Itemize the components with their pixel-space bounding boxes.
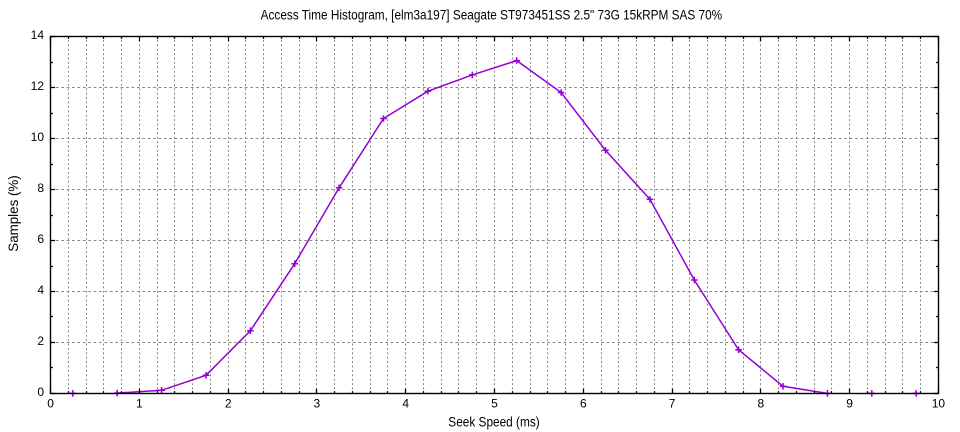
svg-text:8: 8	[757, 397, 764, 411]
svg-text:10: 10	[932, 397, 946, 411]
svg-text:8: 8	[37, 181, 44, 195]
svg-text:1: 1	[136, 397, 143, 411]
svg-text:6: 6	[580, 397, 587, 411]
svg-text:0: 0	[47, 397, 54, 411]
svg-text:0: 0	[37, 385, 44, 399]
svg-text:4: 4	[37, 283, 44, 297]
svg-text:Access Time Histogram, [elm3a1: Access Time Histogram, [elm3a197] Seagat…	[261, 7, 723, 22]
svg-text:Samples (%): Samples (%)	[6, 175, 21, 251]
svg-text:2: 2	[37, 334, 44, 348]
svg-text:14: 14	[31, 28, 45, 42]
svg-text:12: 12	[31, 79, 45, 93]
svg-text:3: 3	[314, 397, 321, 411]
svg-text:4: 4	[402, 397, 409, 411]
svg-text:7: 7	[669, 397, 676, 411]
svg-text:Seek Speed (ms): Seek Speed (ms)	[448, 414, 539, 429]
svg-text:10: 10	[31, 130, 45, 144]
svg-text:9: 9	[846, 397, 853, 411]
svg-text:5: 5	[491, 397, 498, 411]
svg-text:2: 2	[225, 397, 232, 411]
svg-text:6: 6	[37, 232, 44, 246]
